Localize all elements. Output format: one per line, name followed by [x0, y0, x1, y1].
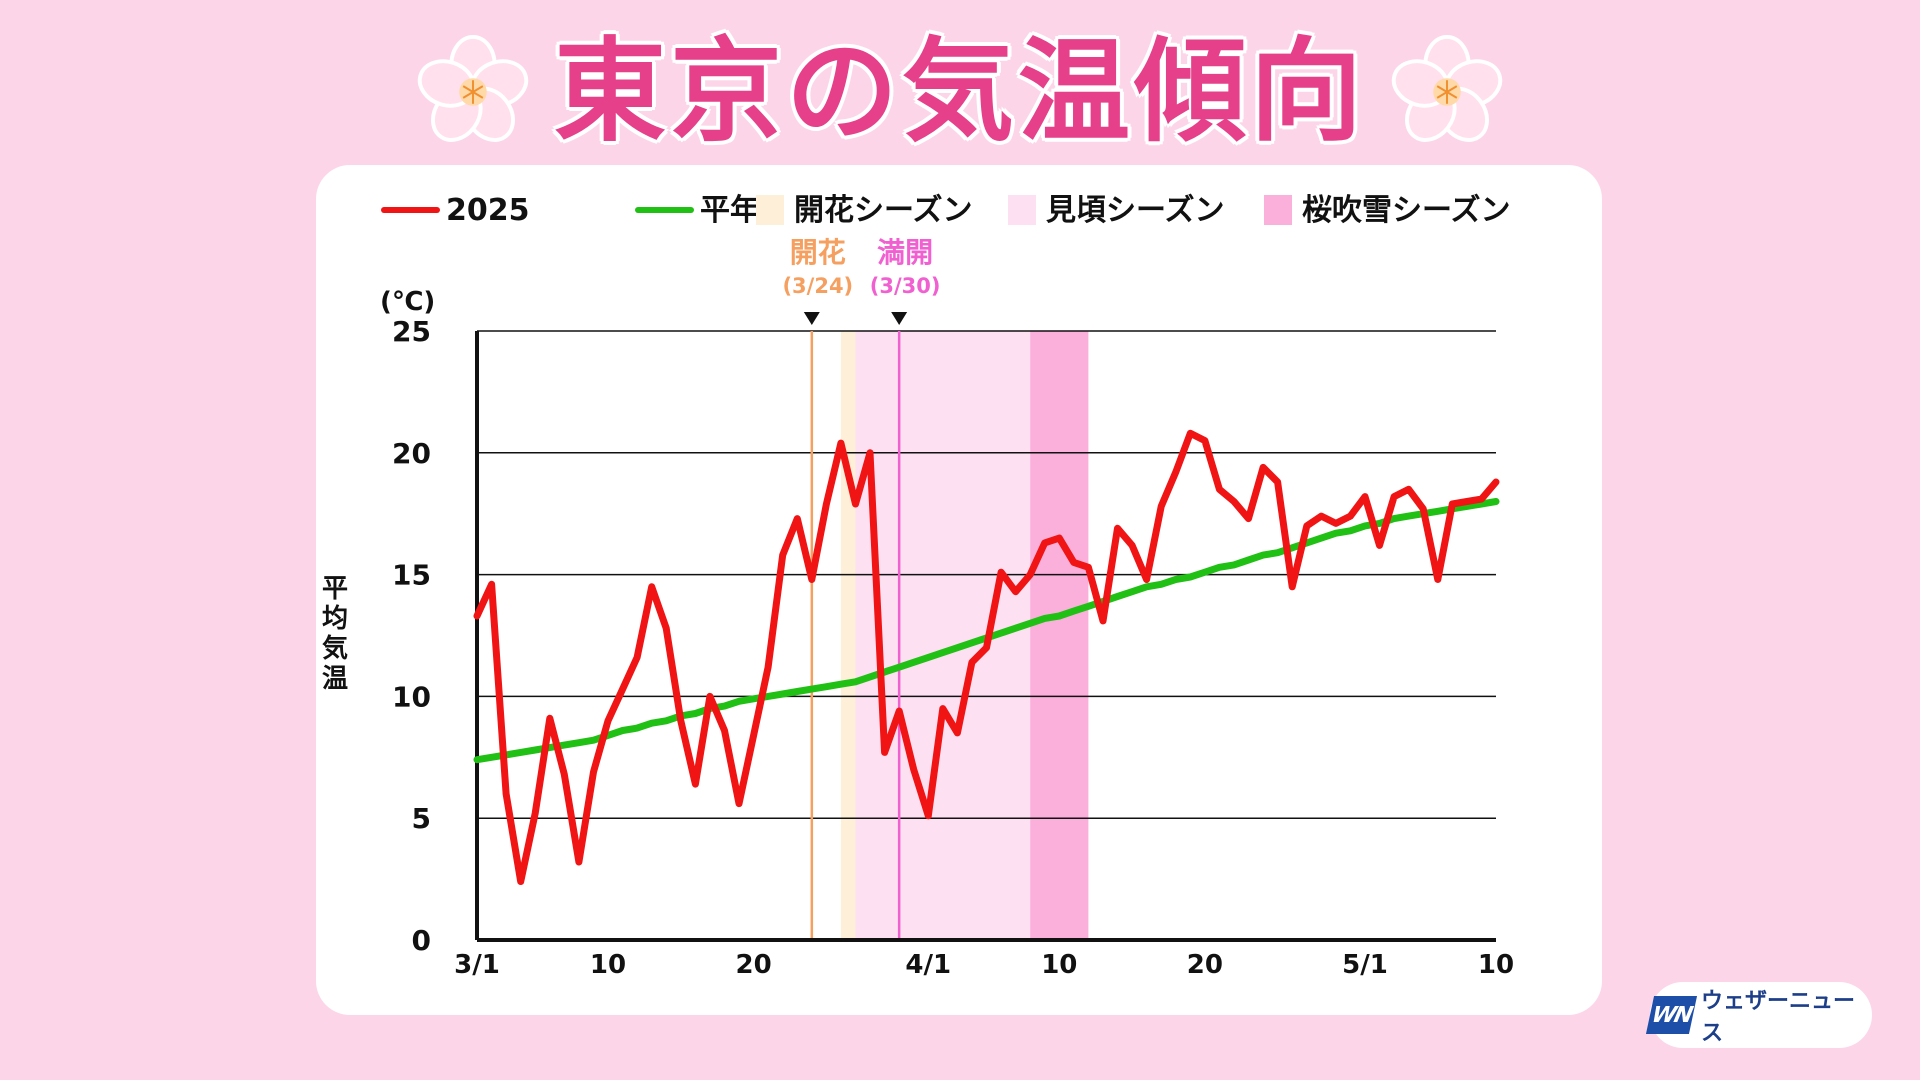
y-tick-label: 25 — [392, 315, 431, 348]
sakura-flower-icon-right — [1391, 34, 1503, 142]
y-tick-label: 20 — [392, 437, 431, 470]
weathernews-logo-icon: WN — [1645, 996, 1698, 1034]
x-tick-label: 20 — [735, 950, 771, 980]
legend-label: 見頃シーズン — [1046, 193, 1225, 228]
y-tick-label: 15 — [392, 559, 431, 592]
marker-date: (3/24) — [782, 274, 853, 298]
weathernews-logo-text: ウェザーニュース — [1701, 989, 1856, 1046]
x-tick-label: 20 — [1187, 950, 1223, 980]
x-tick-label: 3/1 — [454, 950, 500, 980]
legend-label: 2025 — [446, 193, 530, 228]
marker-label: 開花 — [790, 236, 846, 269]
legend-label: 桜吹雪シーズン — [1302, 193, 1511, 228]
y-unit-label: (℃) — [380, 287, 435, 317]
y-tick-label: 10 — [392, 680, 431, 713]
legend-box-swatch — [1008, 195, 1036, 225]
temperature-chart: 2025 平年 開花シーズン 見頃シーズン 桜吹雪シーズン0510152025(℃)平均… — [322, 193, 1514, 980]
marker-date: (3/30) — [870, 274, 941, 298]
marker-label: 満開 — [877, 236, 933, 269]
x-tick-label: 5/1 — [1342, 950, 1388, 980]
chart-card: 2025 平年 開花シーズン 見頃シーズン 桜吹雪シーズン 0 5 10 15 20 25 (℃) 平均… — [316, 165, 1602, 1015]
page-title: 東京の気温傾向 — [554, 27, 1366, 157]
y-tick-label: 0 — [412, 924, 431, 957]
sakura-flower-icon-left — [417, 34, 529, 142]
marker-arrow-icon — [803, 312, 820, 325]
legend-box-swatch — [1264, 195, 1292, 225]
marker-arrow-icon — [891, 312, 908, 325]
season-band — [840, 331, 856, 940]
y-axis-title-char: 均 — [322, 604, 348, 634]
x-tick-label: 10 — [1478, 950, 1514, 980]
x-tick-label: 10 — [590, 950, 626, 980]
legend-label: 開花シーズン — [794, 193, 973, 228]
season-band — [1030, 331, 1089, 940]
y-axis-title-char: 平 — [322, 574, 348, 604]
y-axis-title-char: 温 — [322, 664, 348, 694]
weathernews-logo: WN ウェザーニュース — [1645, 982, 1872, 1048]
y-tick-label: 5 — [412, 802, 431, 835]
legend-label: 平年 — [700, 193, 760, 228]
y-axis-title-char: 気 — [322, 633, 348, 664]
title-area: 東京の気温傾向 — [0, 22, 1920, 162]
legend-box-swatch — [756, 195, 784, 225]
x-tick-label: 4/1 — [905, 950, 951, 980]
x-tick-label: 10 — [1041, 950, 1077, 980]
series-line-2025 — [473, 429, 1500, 885]
